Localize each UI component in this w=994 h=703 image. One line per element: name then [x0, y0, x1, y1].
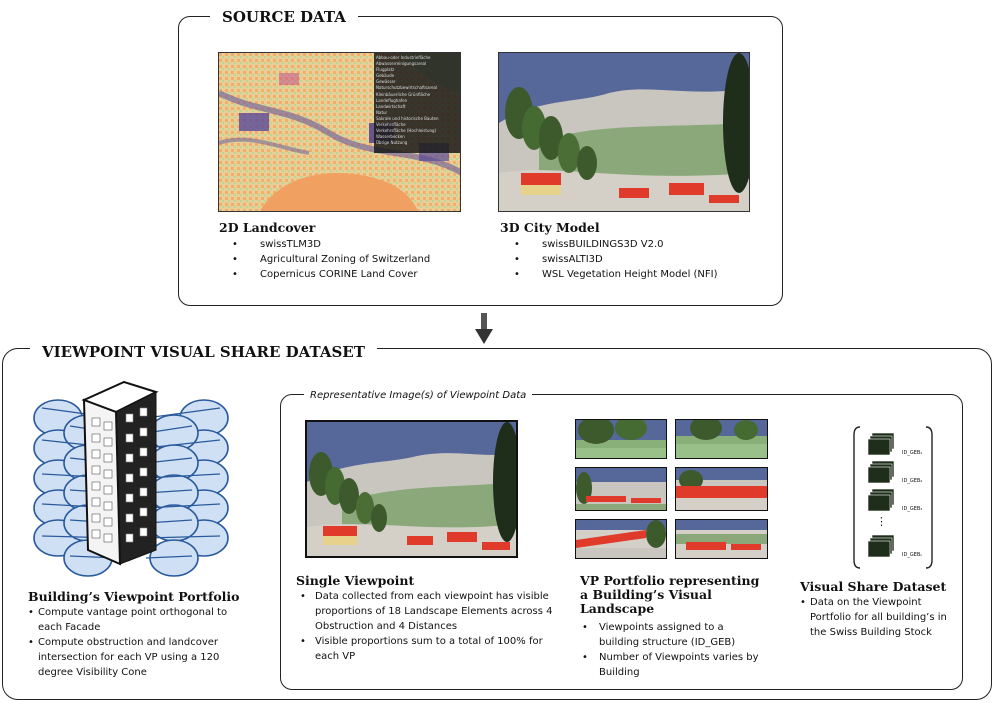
- legend-item: Flugplatz: [376, 67, 395, 73]
- vp-portfolio-list: • Viewpoints assigned to a building struc…: [582, 620, 762, 680]
- landcover-title: 2D Landcover: [219, 220, 316, 235]
- portfolio-title: Building’s Viewpoint Portfolio: [28, 589, 240, 604]
- vp-thumbnail: [575, 419, 667, 459]
- stack-ellipsis: ⋮: [876, 515, 887, 528]
- vp-thumbnail: [575, 519, 667, 559]
- city-model-list: • swissBUILDINGS3D V2.0 • swissALTI3D • WSL…: [514, 237, 764, 282]
- list-item: • Compute obstruction and landcover inter…: [28, 637, 220, 678]
- legend-item: Natur: [376, 109, 388, 115]
- list-item: • Number of Viewpoints varies by Building: [582, 652, 759, 678]
- landcover-legend: Abbau-oder Industriefläche Abwasserreini…: [376, 55, 460, 146]
- legend-item: Abbau-oder Industriefläche: [376, 55, 431, 60]
- list-item: • Data on the Viewpoint Portfolio for all…: [800, 597, 947, 638]
- city-model-graphic: [499, 53, 749, 211]
- visual-share-title: Visual Share Dataset: [800, 579, 947, 594]
- legend-item: Kleinbäuerliche Grünfläche: [376, 91, 431, 97]
- visual-share-stack: ID_GEB₁ ID_GEB₂ ID_GEB₃ ⋮ ID_GEBₙ: [852, 425, 934, 570]
- list-item: • swissBUILDINGS3D V2.0: [514, 239, 664, 250]
- legend-item: Verkehrsfläche (Hochleistung): [376, 128, 437, 134]
- legend-item: Abwasserreinigungsareal: [376, 61, 427, 67]
- down-arrow-icon: [474, 313, 494, 345]
- single-viewpoint-title: Single Viewpoint: [296, 573, 415, 588]
- landcover-map-image: Abbau-oder Industriefläche Abwasserreini…: [218, 52, 461, 212]
- source-data-title: SOURCE DATA: [210, 8, 358, 26]
- legend-item: Landwirtschaft: [376, 103, 406, 109]
- visual-share-list: • Data on the Viewpoint Portfolio for all…: [800, 595, 950, 640]
- list-item: • swissTLM3D: [232, 239, 321, 250]
- single-viewpoint-list: • Data collected from each viewpoint has …: [300, 589, 560, 664]
- dataset-title: VIEWPOINT VISUAL SHARE DATASET: [30, 343, 377, 361]
- legend-item: Verkehrsfläche: [376, 122, 406, 128]
- list-item: • Visible proportions sum to a total of 1…: [300, 636, 543, 662]
- list-item: • Copernicus CORINE Land Cover: [232, 269, 418, 280]
- list-item: • Viewpoints assigned to a building struc…: [582, 622, 736, 648]
- legend-item: Landeflughafen: [376, 97, 408, 103]
- stack-label: ID_GEB₃: [902, 506, 923, 512]
- list-item: • Agricultural Zoning of Switzerland: [232, 254, 431, 265]
- list-item: • WSL Vegetation Height Model (NFI): [514, 269, 718, 280]
- legend-item: Gewässer: [376, 79, 396, 85]
- vp-portfolio-title: VP Portfolio representing a Building’s V…: [580, 573, 760, 616]
- landcover-list: • swissTLM3D • Agricultural Zoning of Swit…: [232, 237, 472, 282]
- landcover-map-graphic: [219, 53, 460, 211]
- vp-thumbnail: [675, 519, 768, 559]
- city-model-image: [498, 52, 750, 212]
- legend-item: Gebäude: [376, 73, 395, 79]
- legend-item: Wasserbecken: [376, 134, 405, 140]
- legend-item: Naturschutzbewirtschaftsareal: [376, 85, 438, 91]
- portfolio-list: • Compute vantage point orthogonal to eac…: [28, 605, 238, 680]
- stack-label: ID_GEB₂: [902, 478, 923, 484]
- vp-thumbnail: [675, 467, 768, 511]
- bracket-graphic: [853, 426, 933, 569]
- vp-thumbnail: [675, 419, 768, 459]
- list-item: • Compute vantage point orthogonal to eac…: [28, 607, 228, 633]
- representative-label: Representative Image(s) of Viewpoint Dat…: [304, 389, 533, 403]
- stack-label: ID_GEB₁: [902, 450, 923, 456]
- building-portfolio-graphic: [28, 378, 234, 590]
- legend-item: Übrige Nutzung: [376, 140, 408, 146]
- single-viewpoint-image: [305, 420, 518, 558]
- list-item: • Data collected from each viewpoint has …: [300, 591, 553, 632]
- legend-item: Sakrale und historische Bauten: [376, 115, 439, 121]
- city-model-title: 3D City Model: [500, 220, 600, 235]
- vp-thumbnail: [575, 467, 667, 511]
- stack-label: ID_GEBₙ: [902, 552, 923, 558]
- list-item: • swissALTI3D: [514, 254, 603, 265]
